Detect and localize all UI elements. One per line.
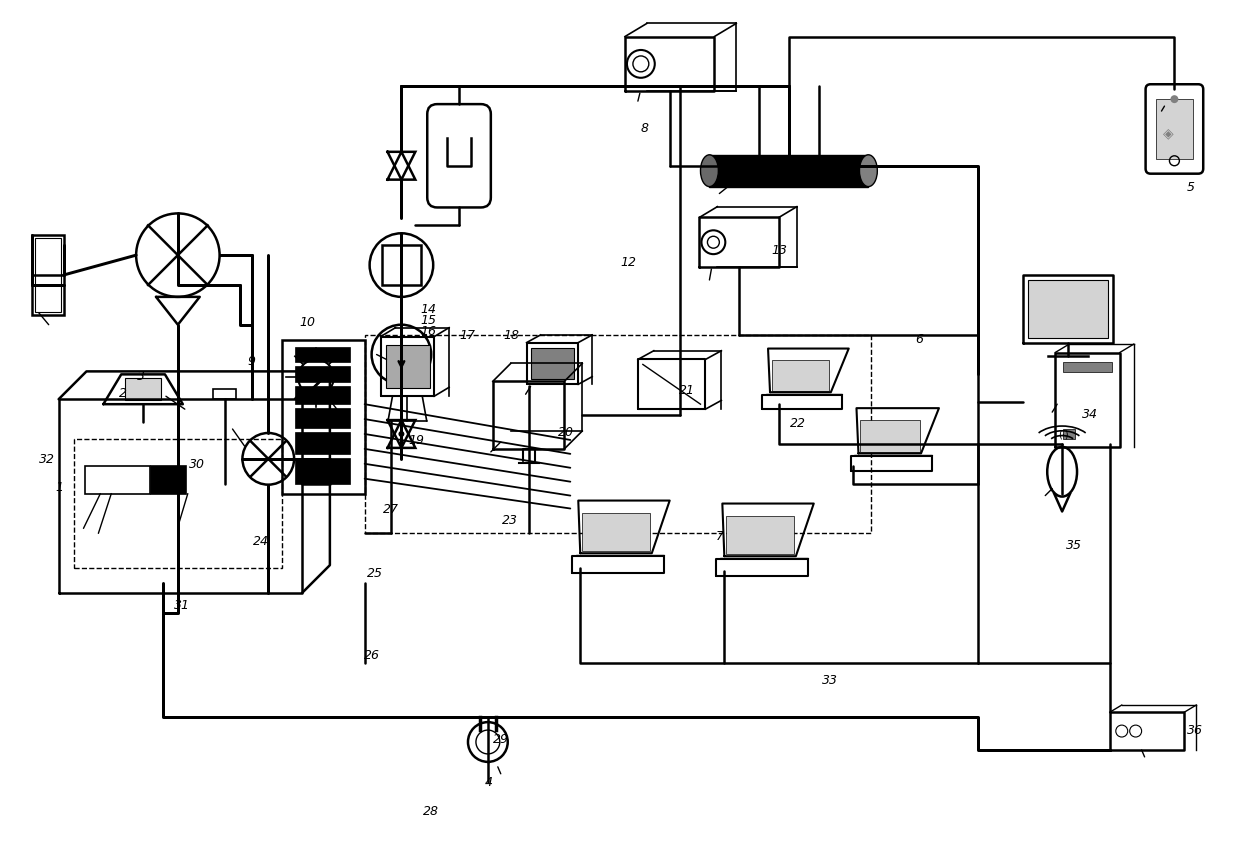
Text: 14: 14	[420, 302, 436, 315]
Bar	[295, 386, 350, 404]
Bar	[1063, 363, 1112, 372]
Text: 33: 33	[822, 675, 838, 688]
Text: 2: 2	[119, 387, 126, 400]
Text: 17: 17	[460, 329, 476, 342]
Text: 28: 28	[423, 805, 439, 818]
Text: 11: 11	[334, 417, 350, 430]
Ellipse shape	[859, 155, 878, 187]
Text: 10: 10	[300, 315, 316, 328]
Bar	[531, 347, 574, 379]
Bar	[73, 439, 283, 569]
Bar	[32, 235, 63, 314]
FancyBboxPatch shape	[773, 359, 830, 391]
Text: 6: 6	[915, 333, 924, 346]
Bar	[365, 334, 872, 533]
Text: 36: 36	[1187, 724, 1203, 737]
Text: 5: 5	[1187, 181, 1194, 194]
Text: 8: 8	[641, 123, 649, 136]
Text: 24: 24	[253, 536, 269, 549]
Text: 25: 25	[367, 567, 383, 580]
Bar	[35, 238, 61, 312]
Text: 31: 31	[174, 599, 190, 612]
Text: 23: 23	[502, 514, 518, 527]
Bar	[1156, 99, 1193, 159]
Text: 16: 16	[420, 325, 436, 338]
Bar	[295, 458, 350, 484]
Text: 4: 4	[485, 776, 492, 789]
FancyBboxPatch shape	[727, 516, 795, 555]
Text: 21: 21	[680, 384, 696, 397]
Text: 30: 30	[188, 458, 205, 471]
Text: 29: 29	[494, 733, 510, 746]
Text: 34: 34	[1083, 409, 1097, 422]
Text: 18: 18	[503, 329, 520, 342]
Text: 27: 27	[383, 503, 399, 516]
Bar	[295, 408, 350, 428]
Bar	[295, 366, 350, 383]
Bar	[1063, 429, 1075, 439]
Text: 9: 9	[248, 355, 255, 368]
Circle shape	[398, 431, 404, 437]
Text: 26: 26	[363, 649, 379, 662]
Text: 7: 7	[715, 530, 724, 543]
Text: 20: 20	[558, 425, 574, 439]
Text: ◈: ◈	[1162, 126, 1173, 140]
Bar	[295, 346, 350, 363]
Text: 32: 32	[38, 453, 55, 466]
Bar	[386, 345, 430, 388]
Text: 15: 15	[420, 314, 436, 327]
Bar	[125, 378, 161, 400]
Bar	[212, 390, 237, 399]
Bar	[283, 340, 365, 493]
Text: 12: 12	[620, 256, 636, 269]
Text: 1: 1	[56, 481, 63, 494]
FancyBboxPatch shape	[861, 420, 920, 452]
Text: 35: 35	[1066, 539, 1083, 552]
Ellipse shape	[701, 155, 718, 187]
Text: (·): (·)	[1058, 430, 1069, 440]
Text: 3: 3	[138, 370, 145, 383]
Text: 19: 19	[408, 434, 424, 447]
Bar	[86, 466, 150, 493]
Bar	[382, 245, 422, 285]
FancyBboxPatch shape	[583, 512, 650, 551]
Text: 22: 22	[790, 417, 806, 430]
Circle shape	[1171, 95, 1178, 103]
Text: 13: 13	[771, 244, 787, 257]
Bar	[295, 432, 350, 454]
Bar	[709, 155, 868, 187]
Bar	[151, 466, 186, 493]
Bar	[1028, 280, 1107, 338]
